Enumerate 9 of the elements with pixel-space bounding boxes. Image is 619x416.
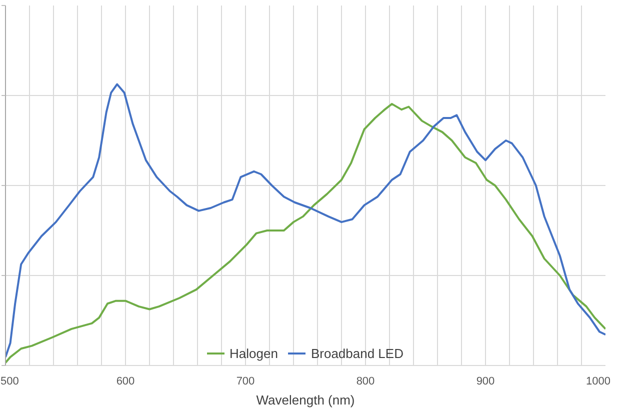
x-tick-label: 700: [236, 376, 255, 388]
x-tick-label: 800: [356, 376, 375, 388]
legend-label: Halogen: [230, 346, 278, 360]
x-tick-label: 1000: [586, 376, 611, 388]
x-tick-label: 500: [0, 376, 19, 388]
legend-label: Broadband LED: [310, 346, 404, 360]
x-tick-label: 600: [116, 376, 135, 388]
x-tick-label: 900: [476, 376, 495, 388]
x-axis-title: Wavelength (nm): [256, 392, 355, 408]
